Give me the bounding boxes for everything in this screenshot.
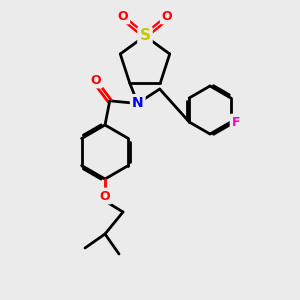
- Text: O: O: [100, 190, 110, 202]
- Text: N: N: [132, 96, 143, 110]
- Text: O: O: [90, 74, 101, 86]
- Text: S: S: [140, 28, 151, 44]
- Text: O: O: [162, 10, 172, 22]
- Text: O: O: [118, 10, 128, 22]
- Text: F: F: [232, 116, 240, 128]
